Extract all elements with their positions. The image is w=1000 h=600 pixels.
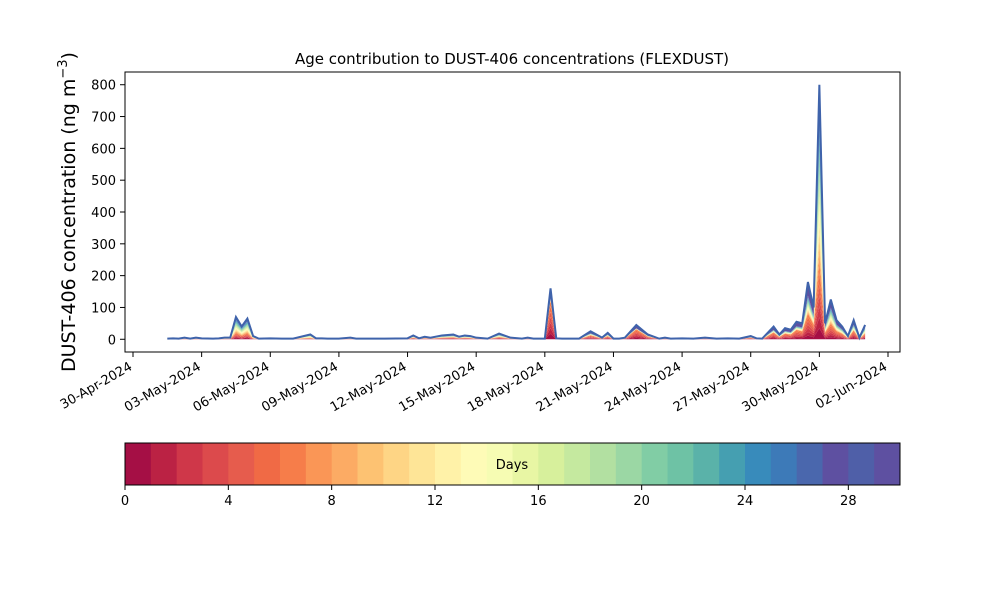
colorbar: 0 4 8 12 16 20 24 28 Days xyxy=(121,442,901,509)
colorbar-tick-label: 24 xyxy=(737,494,754,509)
colorbar-tick-label: 20 xyxy=(633,494,650,509)
colorbar-tick-label: 4 xyxy=(224,494,232,509)
x-tick-label: 21-May-2024 xyxy=(534,359,616,415)
colorbar-segment-28 xyxy=(848,443,875,485)
colorbar-tick-label: 8 xyxy=(328,494,336,509)
y-tick-label: 200 xyxy=(91,270,116,285)
x-tick-label: 09-May-2024 xyxy=(259,359,341,415)
colorbar-segment-4 xyxy=(228,443,255,485)
age-band-8 xyxy=(167,247,866,340)
colorbar-segment-12 xyxy=(435,443,462,485)
plot-area xyxy=(167,84,867,341)
y-tick-label: 400 xyxy=(91,206,116,221)
age-band-15 xyxy=(167,196,866,339)
age-band-2 xyxy=(167,306,866,340)
total-concentration-line xyxy=(167,84,867,341)
colorbar-segment-19 xyxy=(615,443,643,485)
x-tick-label: 27-May-2024 xyxy=(671,359,753,415)
y-tick-label: 100 xyxy=(91,301,116,316)
y-axis-label-close: ) xyxy=(58,52,80,59)
x-tick-label: 03-May-2024 xyxy=(122,359,204,415)
age-band-14 xyxy=(167,203,866,339)
axes: 010020030040050060070080030-Apr-202403-M… xyxy=(58,71,901,415)
age-band-5 xyxy=(167,273,866,340)
colorbar-segment-0 xyxy=(125,443,152,485)
colorbar-frame xyxy=(124,442,901,486)
colorbar-segment-20 xyxy=(641,443,668,485)
colorbar-tick-label: 28 xyxy=(840,494,857,509)
colorbar-segment-6 xyxy=(280,443,307,485)
y-axis-label: DUST-406 concentration (ng m−3) xyxy=(56,52,80,372)
colorbar-segment-11 xyxy=(409,443,436,485)
colorbar-segment-24 xyxy=(745,443,772,485)
age-band-19 xyxy=(167,166,866,339)
colorbar-segment-13 xyxy=(460,443,488,485)
colorbar-segment-7 xyxy=(305,443,333,485)
colorbar-segment-23 xyxy=(719,443,746,485)
axes-frame xyxy=(124,71,901,353)
colorbar-segment-9 xyxy=(357,443,384,485)
colorbar-segment-22 xyxy=(693,443,720,485)
colorbar-segment-25 xyxy=(770,443,798,485)
age-band-11 xyxy=(167,225,866,340)
colorbar-segment-21 xyxy=(667,443,694,485)
colorbar-segment-1 xyxy=(150,443,178,485)
y-axis-label-main: DUST-406 concentration (ng m xyxy=(58,79,80,372)
colorbar-segment-2 xyxy=(176,443,203,485)
colorbar-segment-27 xyxy=(822,443,849,485)
age-band-26 xyxy=(167,115,866,339)
x-tick-label: 24-May-2024 xyxy=(602,359,684,415)
y-tick-label: 500 xyxy=(91,174,116,189)
age-band-24 xyxy=(167,129,866,339)
colorbar-segment-8 xyxy=(331,443,358,485)
colorbar-segment-29 xyxy=(874,443,900,485)
age-band-12 xyxy=(167,218,866,339)
age-band-1 xyxy=(167,317,866,340)
age-band-16 xyxy=(167,188,866,339)
age-band-17 xyxy=(167,181,866,339)
age-band-4 xyxy=(167,284,866,340)
x-tick-label: 30-May-2024 xyxy=(740,359,822,415)
x-tick-label: 02-Jun-2024 xyxy=(813,359,890,412)
age-band-3 xyxy=(167,295,866,340)
age-band-7 xyxy=(167,254,866,340)
colorbar-segment-5 xyxy=(254,443,281,485)
colorbar-segment-26 xyxy=(796,443,823,485)
x-tick-label: 06-May-2024 xyxy=(191,359,273,415)
colorbar-segment-3 xyxy=(202,443,229,485)
colorbar-segment-17 xyxy=(564,443,591,485)
age-band-25 xyxy=(167,122,866,339)
y-tick-label: 300 xyxy=(91,238,116,253)
age-band-13 xyxy=(167,210,866,339)
age-band-9 xyxy=(167,240,866,340)
y-tick-label: 0 xyxy=(108,333,116,348)
age-band-22 xyxy=(167,144,866,339)
colorbar-segment-16 xyxy=(538,443,565,485)
colorbar-label: Days xyxy=(496,458,529,473)
colorbar-tick-label: 16 xyxy=(530,494,547,509)
colorbar-segment-15 xyxy=(512,443,539,485)
x-tick-label: 12-May-2024 xyxy=(328,359,410,415)
colorbar-tick-label: 0 xyxy=(121,494,129,509)
colorbar-segment-14 xyxy=(486,443,513,485)
colorbar-segment-18 xyxy=(590,443,617,485)
y-tick-label: 700 xyxy=(91,111,116,126)
age-band-10 xyxy=(167,232,866,340)
age-band-18 xyxy=(167,173,866,339)
age-band-23 xyxy=(167,137,866,339)
colorbar-tick-label: 12 xyxy=(427,494,444,509)
age-band-27 xyxy=(167,84,866,339)
y-tick-label: 800 xyxy=(91,79,116,94)
age-band-6 xyxy=(167,262,866,340)
x-tick-label: 18-May-2024 xyxy=(465,359,547,415)
chart-title: Age contribution to DUST-406 concentrati… xyxy=(295,50,729,68)
age-band-20 xyxy=(167,159,866,339)
colorbar-segment-10 xyxy=(383,443,410,485)
age-band-0 xyxy=(167,328,866,340)
y-axis-label-exponent: −3 xyxy=(56,59,71,78)
age-band-21 xyxy=(167,151,866,339)
x-tick-label: 15-May-2024 xyxy=(397,359,479,415)
y-tick-label: 600 xyxy=(91,142,116,157)
